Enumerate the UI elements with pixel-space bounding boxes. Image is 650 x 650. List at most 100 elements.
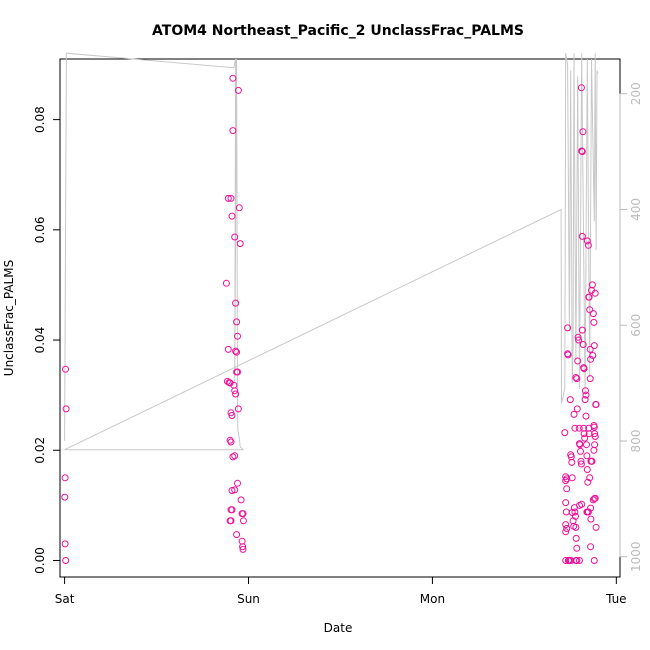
y2-tick-label: 400 (629, 198, 643, 221)
data-point (574, 333, 582, 341)
data-point (583, 452, 591, 460)
x-tick-label: Sat (55, 592, 75, 606)
data-point (588, 281, 596, 289)
data-point (232, 299, 240, 307)
data-point (586, 375, 594, 383)
data-point (233, 348, 241, 356)
data-point (575, 424, 583, 432)
data-point (579, 341, 587, 348)
data-point (234, 479, 241, 487)
data-point (62, 365, 69, 373)
data-point (584, 241, 592, 249)
data-point (231, 387, 239, 395)
data-point (590, 342, 598, 350)
data-point (222, 279, 230, 287)
data-point (572, 512, 579, 520)
data-point (583, 237, 591, 245)
data-point (583, 441, 590, 449)
data-point (576, 441, 584, 449)
data-point (577, 84, 585, 92)
data-point (591, 289, 599, 297)
data-point (227, 517, 235, 525)
data-point (587, 515, 595, 523)
data-point (571, 508, 579, 516)
data-point (562, 528, 570, 536)
data-point (233, 531, 241, 539)
data-point (562, 499, 570, 507)
data-point (576, 557, 583, 564)
data-point (229, 74, 237, 82)
data-point (590, 446, 598, 454)
data-point (231, 452, 239, 460)
data-point (581, 434, 589, 442)
x-tick-label: Tue (605, 592, 627, 606)
data-point (231, 233, 239, 241)
data-point (582, 391, 590, 399)
data-point (576, 501, 583, 509)
data-point (561, 429, 569, 437)
data-point (587, 355, 595, 363)
data-point (578, 147, 586, 155)
data-point (573, 544, 581, 552)
data-point (563, 485, 571, 493)
data-point (591, 430, 599, 438)
data-point (228, 212, 236, 220)
data-point (231, 486, 239, 494)
data-point (227, 438, 235, 446)
data-point (237, 496, 245, 504)
data-point (234, 368, 241, 376)
data-point (61, 540, 69, 548)
data-point (234, 405, 242, 413)
data-point (586, 345, 594, 353)
data-point (580, 430, 588, 438)
data-point (592, 401, 600, 408)
data-point (568, 474, 576, 482)
chart-title: ATOM4 Northeast_Pacific_2 UnclassFrac_PA… (152, 23, 524, 39)
y-tick-label: 0.04 (33, 327, 47, 354)
data-point (226, 379, 234, 387)
y-tick-label: 0.02 (33, 437, 47, 464)
data-point (587, 504, 595, 512)
data-point (227, 194, 235, 202)
data-point (562, 557, 570, 564)
y2-tick-label: 1000 (629, 541, 643, 572)
data-point (582, 412, 590, 420)
data-point (587, 543, 595, 551)
data-point (592, 523, 600, 531)
data-point (572, 523, 580, 531)
data-point (564, 324, 572, 332)
y2-tick-label: 200 (629, 82, 643, 105)
x-axis-label: Date (324, 621, 353, 635)
data-point (572, 534, 580, 542)
data-point (577, 447, 584, 455)
data-point (573, 557, 581, 564)
data-point (562, 477, 570, 485)
data-point (589, 310, 597, 318)
data-point (589, 496, 597, 504)
y-axis-label: UnclassFrac_PALMS (2, 260, 16, 376)
data-point (585, 293, 593, 301)
data-point (586, 474, 594, 482)
data-point (239, 543, 247, 551)
data-point (235, 204, 243, 212)
data-point (229, 127, 237, 135)
data-point (584, 478, 592, 486)
y2-tick-label: 800 (629, 430, 643, 453)
data-point (578, 232, 586, 240)
data-point (589, 352, 597, 359)
data-point (566, 396, 574, 404)
y-tick-label: 0.06 (33, 216, 47, 243)
data-point (232, 347, 240, 355)
data-point (591, 494, 599, 502)
data-point (572, 374, 580, 381)
data-point (574, 357, 582, 365)
x-tick-label: Mon (420, 592, 445, 606)
data-point (562, 521, 570, 529)
data-point (588, 457, 596, 465)
data-point (234, 332, 241, 340)
plot-area: Sat Sun Mon Tue 0.00 0.02 0.04 0.06 0.08 200 400 60… (33, 52, 643, 606)
data-point (228, 412, 236, 419)
data-point (228, 487, 236, 494)
data-point (581, 387, 589, 395)
